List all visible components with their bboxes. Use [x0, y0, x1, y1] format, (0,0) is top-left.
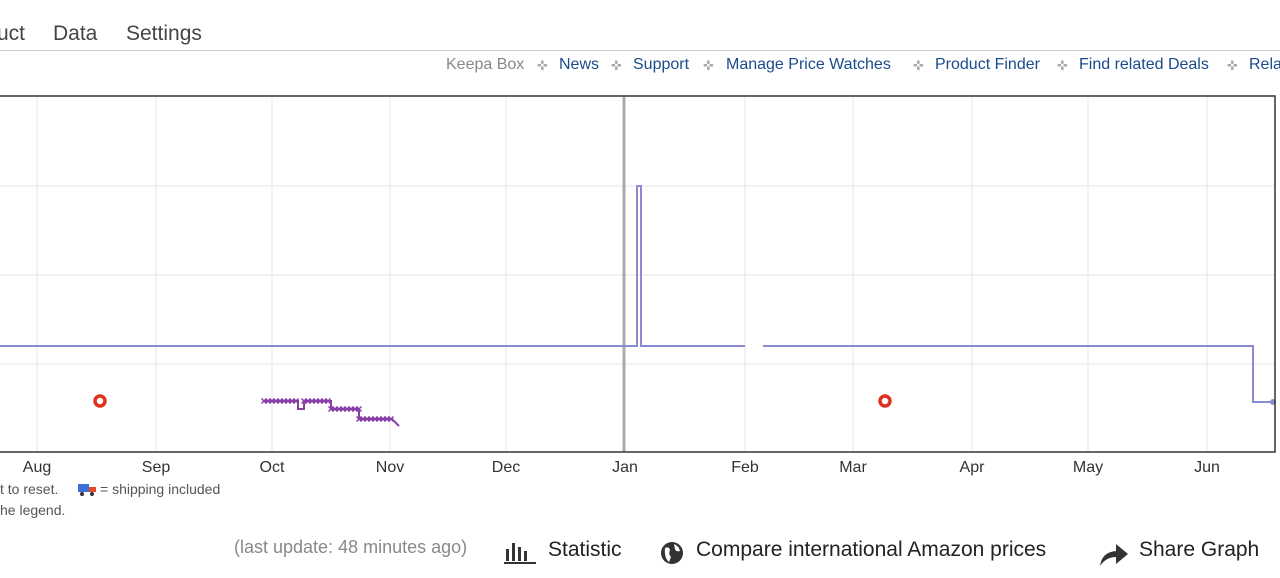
tab[interactable]: uct	[0, 22, 26, 45]
nav-link[interactable]: Find related Deals	[1079, 56, 1209, 73]
x-tick-label: Mar	[839, 459, 867, 476]
separator: ✜	[611, 58, 622, 73]
x-tick-label: Jun	[1194, 459, 1220, 476]
nav-link[interactable]: Product Finder	[935, 56, 1040, 73]
separator: ✜	[1057, 58, 1068, 73]
x-tick-label: Feb	[731, 459, 759, 476]
x-tick-label: Aug	[22, 459, 52, 476]
statistic-icon	[504, 543, 536, 564]
last-update: (last update: 48 minutes ago)	[234, 537, 468, 557]
compare-link[interactable]: Compare international Amazon prices	[696, 538, 1047, 561]
grid	[0, 97, 1275, 452]
nav-link[interactable]: Rela	[1249, 56, 1280, 73]
separator: ✜	[913, 58, 924, 73]
price-line	[0, 185, 745, 347]
x-tick-label: Oct	[259, 459, 285, 476]
tab[interactable]: Settings	[126, 22, 202, 45]
deal-mark	[292, 397, 300, 405]
deal-marks	[260, 397, 400, 427]
share-link[interactable]: Share Graph	[1139, 538, 1260, 561]
separator: ✜	[1227, 58, 1238, 73]
deal-mark	[387, 415, 395, 423]
deal-mark	[324, 397, 332, 405]
note: = shipping included	[100, 481, 221, 497]
tab[interactable]: Data	[53, 22, 98, 45]
x-tick-label: Jan	[612, 459, 638, 476]
deal-mark	[355, 405, 363, 413]
statistic-link[interactable]: Statistic	[548, 538, 622, 561]
x-tick-label: Apr	[959, 459, 985, 476]
truck-icon	[78, 484, 96, 496]
separator: ✜	[703, 58, 714, 73]
x-tick-label: Nov	[375, 459, 405, 476]
price-line	[763, 345, 1273, 403]
note: he legend.	[0, 502, 66, 518]
nav-link[interactable]: News	[559, 56, 600, 73]
nav-link[interactable]: Support	[633, 56, 690, 73]
price-chart[interactable]	[0, 0, 1280, 460]
x-tick-label: Dec	[491, 459, 521, 476]
chart-frame	[0, 95, 1276, 453]
event-marker	[93, 394, 107, 408]
globe-icon	[661, 542, 683, 564]
x-tick-label: May	[1072, 459, 1104, 476]
event-marker	[878, 394, 892, 408]
separator: ✜	[537, 58, 548, 73]
share-icon	[1100, 544, 1128, 566]
note: t to reset.	[0, 481, 59, 497]
tab-divider	[0, 50, 1280, 51]
nav-link[interactable]: Keepa Box	[446, 56, 525, 73]
nav-link[interactable]: Manage Price Watches	[726, 56, 891, 73]
x-tick-label: Sep	[141, 459, 171, 476]
